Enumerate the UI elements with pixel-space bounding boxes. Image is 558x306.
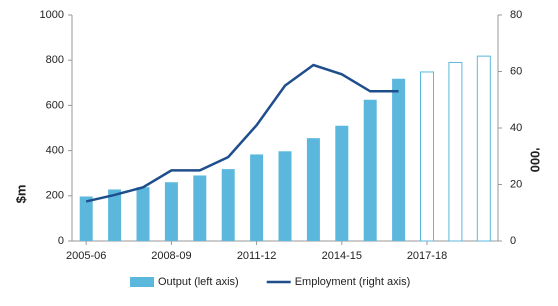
bar (420, 71, 434, 242)
x-tick-label: 2017-18 (407, 250, 447, 262)
y-tick-label: 0 (58, 235, 64, 247)
bar (250, 154, 264, 241)
bar (448, 61, 463, 242)
bar (278, 151, 292, 241)
legend-label: Output (left axis) (158, 276, 239, 288)
line (85, 63, 399, 203)
x-tick-label: 2008-09 (151, 250, 191, 262)
bar (164, 182, 178, 241)
y2-axis-label: '000 (528, 148, 543, 173)
bar (306, 138, 320, 241)
bar (136, 187, 150, 241)
x-tick-label: 2011-12 (237, 250, 277, 262)
bar (476, 55, 491, 242)
y2-tick-label: 60 (510, 65, 522, 77)
y-tick-label: 600 (46, 99, 64, 111)
bar (193, 175, 207, 241)
y2-tick-label: 40 (510, 122, 522, 134)
y-tick-label: 1000 (40, 9, 64, 21)
y-axis-label: $m (13, 185, 28, 204)
legend-label: Employment (right axis) (295, 276, 411, 288)
y2-tick-label: 20 (510, 178, 522, 190)
bar (79, 196, 93, 241)
y-tick-label: 200 (46, 190, 64, 202)
y2-tick-label: 0 (510, 235, 516, 247)
bar (392, 78, 406, 242)
legend-swatch (130, 277, 154, 287)
bar (335, 125, 349, 241)
y-tick-label: 400 (46, 145, 64, 157)
x-tick-label: 2014-15 (322, 250, 362, 262)
bar (221, 169, 235, 241)
bar (108, 189, 122, 241)
x-tick-label: 2005-06 (66, 250, 106, 262)
y-tick-label: 800 (46, 54, 64, 66)
bar (363, 99, 377, 241)
y2-tick-label: 80 (510, 9, 522, 21)
